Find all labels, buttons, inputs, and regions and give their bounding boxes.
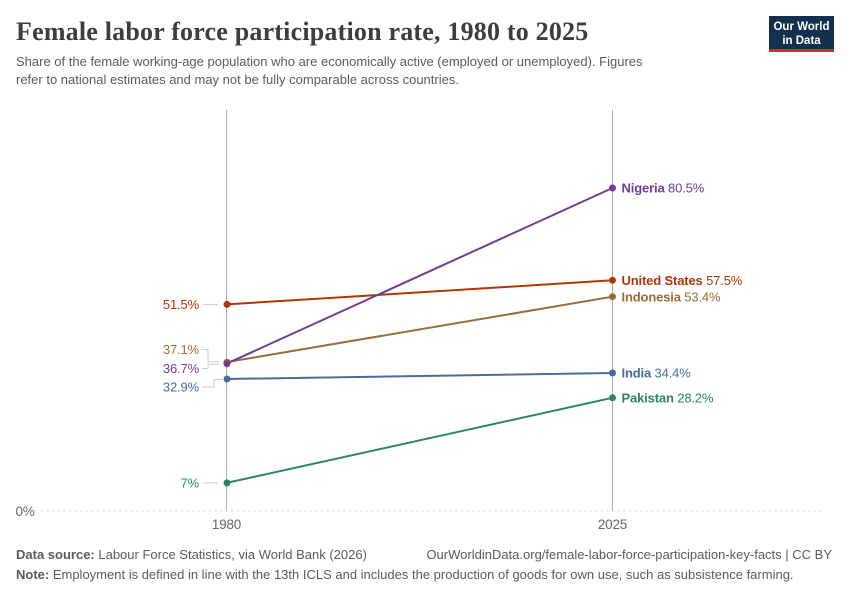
svg-text:1980: 1980: [212, 517, 241, 532]
svg-text:7%: 7%: [181, 476, 200, 491]
svg-text:32.9%: 32.9%: [163, 380, 200, 395]
svg-text:India 34.4%: India 34.4%: [622, 366, 692, 381]
svg-text:2025: 2025: [598, 517, 627, 532]
svg-text:0%: 0%: [15, 504, 34, 519]
svg-text:Pakistan 28.2%: Pakistan 28.2%: [622, 391, 714, 406]
svg-text:51.5%: 51.5%: [163, 297, 200, 312]
svg-text:37.1%: 37.1%: [163, 342, 200, 357]
svg-text:Indonesia 53.4%: Indonesia 53.4%: [622, 289, 721, 304]
svg-text:Nigeria 80.5%: Nigeria 80.5%: [622, 181, 705, 196]
svg-text:United States 57.5%: United States 57.5%: [622, 273, 743, 288]
svg-text:36.7%: 36.7%: [163, 361, 200, 376]
